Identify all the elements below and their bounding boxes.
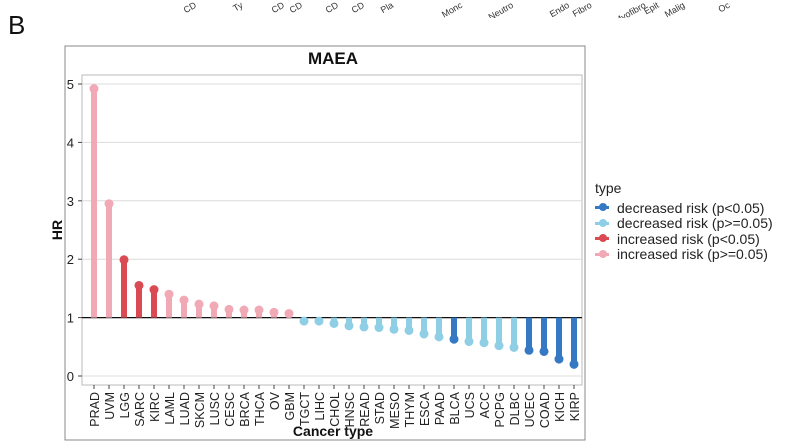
- x-tick-label: MESO: [388, 392, 402, 429]
- chart-title: MAEA: [308, 49, 358, 68]
- legend-item: increased risk (p<0.05): [595, 231, 773, 247]
- x-tick-label: PCPG: [493, 392, 507, 427]
- x-tick-label: KICH: [553, 392, 567, 422]
- y-tick-label: 2: [67, 252, 74, 267]
- lollipop-point: [89, 84, 99, 94]
- lollipop-point: [164, 289, 174, 299]
- lollipop-point: [149, 285, 159, 295]
- lollipop-point: [389, 324, 399, 334]
- x-tick-label: LUSC: [208, 392, 222, 425]
- lollipop-point: [554, 354, 564, 364]
- x-tick-label: GBM: [283, 392, 297, 420]
- x-tick-label: BLCA: [448, 391, 462, 424]
- y-tick-label: 5: [67, 77, 74, 92]
- lollipop-point: [329, 318, 339, 328]
- y-tick-label: 0: [67, 369, 74, 384]
- lollipop-point: [404, 325, 414, 335]
- legend-swatch: [595, 249, 609, 259]
- lollipop-point: [494, 341, 504, 351]
- x-tick-label: THYM: [403, 392, 417, 427]
- legend-item: decreased risk (p<0.05): [595, 200, 773, 216]
- lollipop-point: [284, 309, 294, 319]
- x-tick-label: SKCM: [193, 392, 207, 428]
- x-tick-label: DLBC: [508, 392, 522, 425]
- lollipop-point: [209, 301, 219, 311]
- x-tick-label: TGCT: [298, 392, 312, 426]
- y-tick-label: 1: [67, 311, 74, 326]
- legend-label: decreased risk (p<0.05): [617, 199, 765, 216]
- x-tick-label: LAML: [163, 392, 177, 425]
- legend-label: increased risk (p<0.05): [617, 230, 760, 247]
- lollipop-point: [314, 316, 324, 326]
- lollipop-point: [539, 346, 549, 356]
- x-tick-label: UCS: [463, 392, 477, 418]
- x-tick-label: CESC: [223, 392, 237, 427]
- x-tick-label: UCEC: [523, 392, 537, 427]
- lollipop-point: [119, 255, 129, 265]
- lollipop-point: [569, 359, 579, 369]
- lollipop-point: [239, 305, 249, 315]
- legend-swatch: [595, 203, 609, 212]
- lollipop-point: [224, 304, 234, 314]
- lollipop-point: [269, 307, 279, 317]
- lollipop-point: [104, 199, 114, 209]
- legend-swatch: [595, 234, 609, 243]
- legend: type decreased risk (p<0.05) decreased ri…: [595, 180, 773, 262]
- x-tick-label: CHOL: [328, 392, 342, 427]
- lollipop-point: [344, 321, 354, 331]
- lollipop-point: [524, 345, 534, 355]
- x-tick-label: LGG: [118, 392, 132, 418]
- x-tick-label: OV: [268, 391, 282, 410]
- x-tick-label: HNSC: [343, 392, 357, 427]
- legend-label: increased risk (p>=0.05): [617, 246, 768, 263]
- lollipop-point: [134, 280, 144, 290]
- y-axis-label: HR: [49, 220, 65, 240]
- x-tick-label: LIHC: [313, 392, 327, 420]
- x-tick-label: COAD: [538, 392, 552, 428]
- y-tick-label: 4: [67, 135, 74, 150]
- lollipop-point: [374, 323, 384, 333]
- x-tick-label: KIRP: [568, 392, 582, 421]
- lollipop-point: [509, 342, 519, 352]
- panel-letter: B: [8, 10, 26, 40]
- lollipop-point: [299, 316, 309, 326]
- lollipop-stems: [89, 84, 579, 369]
- lollipop-point: [464, 337, 474, 347]
- x-tick-label: PRAD: [88, 392, 102, 427]
- legend-item: increased risk (p>=0.05): [595, 246, 773, 263]
- x-tick-label: STAD: [373, 392, 387, 424]
- legend-label: decreased risk (p>=0.05): [617, 215, 773, 232]
- lollipop-point: [179, 295, 189, 305]
- lollipop-point: [419, 329, 429, 339]
- plot-frame: [64, 45, 586, 441]
- lollipop-point: [434, 332, 444, 342]
- x-tick-label: PAAD: [433, 392, 447, 425]
- legend-title: type: [595, 180, 622, 196]
- x-tick-label: ESCA: [418, 391, 432, 426]
- x-tick-label: UVM: [103, 392, 117, 420]
- x-tick-label: KIRC: [148, 392, 162, 422]
- x-tick-label: LUAD: [178, 392, 192, 425]
- y-tick-label: 3: [67, 194, 74, 209]
- x-tick-label: SARC: [133, 392, 147, 427]
- x-tick-label: THCA: [253, 391, 267, 426]
- legend-swatch: [595, 218, 609, 228]
- x-axis-label: Cancer type: [293, 423, 373, 439]
- legend-item: decreased risk (p>=0.05): [595, 215, 773, 232]
- axis-ticks: 0 1 2 3 4 5 PRAD UVM LGG SARC KIRC LAML LUAD SKCM LUSC…: [67, 77, 582, 429]
- x-tick-label: READ: [358, 392, 372, 427]
- x-tick-label: BRCA: [238, 391, 252, 426]
- lollipop-point: [479, 338, 489, 348]
- lollipop-point: [194, 299, 204, 309]
- lollipop-point: [359, 322, 369, 332]
- x-tick-label: ACC: [478, 392, 492, 418]
- lollipop-point: [254, 305, 264, 315]
- lollipop-point: [449, 334, 459, 344]
- plot-area: [81, 74, 583, 386]
